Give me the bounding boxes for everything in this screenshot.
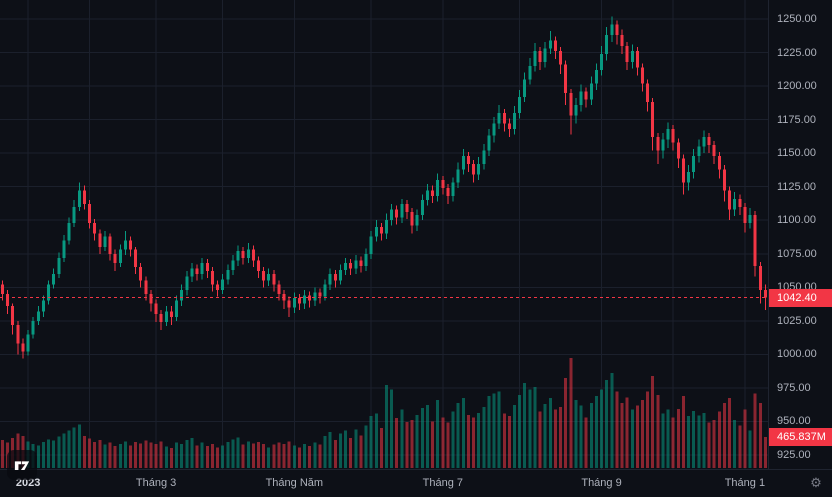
time-tick-label: Tháng 9 xyxy=(581,477,622,489)
time-tick-label: Tháng 3 xyxy=(135,477,177,489)
price-tick-label: 1125.00 xyxy=(777,180,816,193)
grid-lines xyxy=(0,0,768,469)
gear-icon: ⚙ xyxy=(810,475,822,490)
time-tick-label: 2023 xyxy=(15,477,41,489)
candlestick-chart[interactable] xyxy=(0,0,768,469)
volume-label: 465.837M xyxy=(769,428,832,446)
price-tick-label: 1225.00 xyxy=(777,46,817,59)
price-axis[interactable]: 1042.40 465.837M 1250.00 1225.00 1200.00 11… xyxy=(768,0,832,469)
price-tick-label: 1100.00 xyxy=(777,214,816,227)
time-tick-label: Tháng Năm xyxy=(265,477,324,489)
price-tick-label: 1075.00 xyxy=(777,247,817,260)
time-tick-label: Tháng 1 xyxy=(724,477,766,489)
price-tick-label: 1150.00 xyxy=(777,147,816,160)
price-tick-label: 1250.00 xyxy=(777,13,817,25)
price-tick-label: 1175.00 xyxy=(777,113,816,126)
time-tick-label: Tháng 7 xyxy=(422,477,463,489)
candle-series xyxy=(1,16,767,359)
volume-series xyxy=(1,358,767,468)
tradingview-logo-icon xyxy=(14,461,30,470)
price-tick-label: 1025.00 xyxy=(777,314,817,327)
price-tick-label: 1000.00 xyxy=(777,348,817,361)
price-tick-label: 950.00 xyxy=(777,415,811,428)
time-axis-settings-button[interactable]: ⚙ xyxy=(804,472,828,494)
price-tick-label: 1200.00 xyxy=(777,80,817,93)
tradingview-logo[interactable] xyxy=(7,450,37,480)
last-price-label: 1042.40 xyxy=(769,288,832,307)
time-axis[interactable]: 2023 Tháng 3 Tháng Năm Tháng 7 Tháng 9 Tháng … xyxy=(0,469,832,497)
price-tick-label: 975.00 xyxy=(777,381,811,394)
price-tick-label: 925.00 xyxy=(777,449,811,461)
